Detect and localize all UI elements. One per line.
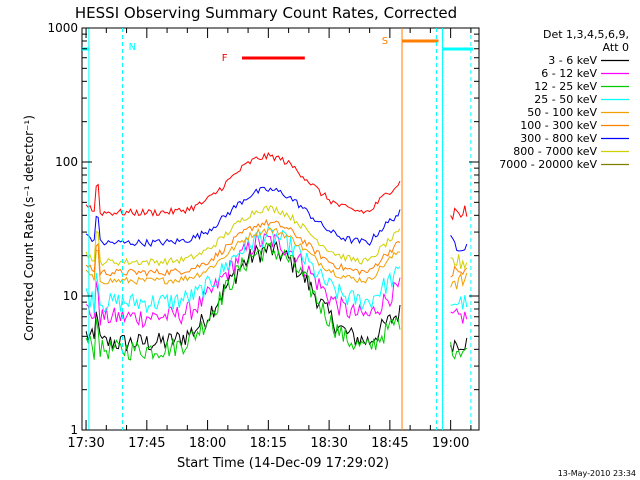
footer-timestamp: 13-May-2010 23:34 <box>558 469 636 478</box>
y-tick-label: 1000 <box>47 21 78 35</box>
series-line <box>85 218 401 278</box>
legend-label: 50 - 100 keV <box>527 106 597 119</box>
series-line-late <box>450 205 468 221</box>
x-tick-label: 18:30 <box>310 436 347 451</box>
y-axis-label: Corrected Count Rate (s⁻¹ detector⁻¹) <box>22 115 36 341</box>
series-line-late <box>450 254 468 270</box>
series-line <box>85 242 401 361</box>
series-line <box>85 152 401 217</box>
legend-label: 25 - 50 keV <box>534 93 597 106</box>
series-line <box>85 205 401 267</box>
y-tick-label: 100 <box>55 155 78 169</box>
series-line-late <box>450 342 468 360</box>
x-axis-label: Start Time (14-Dec-09 17:29:02) <box>177 456 389 471</box>
series-line <box>85 227 401 285</box>
series-line-late <box>450 295 468 310</box>
flare-marker-label: F <box>222 53 228 64</box>
legend-header-line-2: Att 0 <box>603 41 629 54</box>
chart-title: HESSI Observing Summary Count Rates, Cor… <box>75 4 457 22</box>
series-layer <box>85 152 468 361</box>
axes-layer: 1 10 100 1000 17:30 17:45 18:00 18:15 18:30 18:45… <box>47 21 479 451</box>
legend-label: 6 - 12 keV <box>541 67 597 80</box>
plot-frame <box>81 27 480 431</box>
saa-marker-label: S <box>382 36 388 47</box>
x-tick-label: 18:45 <box>371 436 408 451</box>
legend-label: 100 - 300 keV <box>520 119 597 132</box>
markers-layer: N F S <box>82 28 473 430</box>
series-line <box>85 233 401 329</box>
series-line-late <box>450 235 468 252</box>
legend-label: 3 - 6 keV <box>548 54 597 67</box>
x-tick-label: 17:30 <box>67 436 104 451</box>
series-line <box>85 225 401 313</box>
x-tick-label: 18:00 <box>189 436 226 451</box>
x-tick-label: 19:00 <box>432 436 469 451</box>
legend-header-line-1: Det 1,3,4,5,6,9, <box>543 28 629 41</box>
legend-label: 800 - 7000 keV <box>513 145 597 158</box>
y-tick-label: 1 <box>70 423 78 437</box>
series-line-late <box>450 265 468 278</box>
legend-label: 7000 - 20000 keV <box>499 158 597 171</box>
night-marker-label: N <box>129 42 136 53</box>
legend-label: 12 - 25 keV <box>534 80 597 93</box>
legend-label: 300 - 800 keV <box>520 132 597 145</box>
x-tick-label: 17:45 <box>128 436 165 451</box>
series-line-late <box>450 307 468 324</box>
y-tick-label: 10 <box>63 289 78 303</box>
x-tick-label: 18:15 <box>250 436 287 451</box>
series-line-late <box>450 272 468 290</box>
series-line-late <box>450 337 468 352</box>
series-line <box>85 186 401 248</box>
